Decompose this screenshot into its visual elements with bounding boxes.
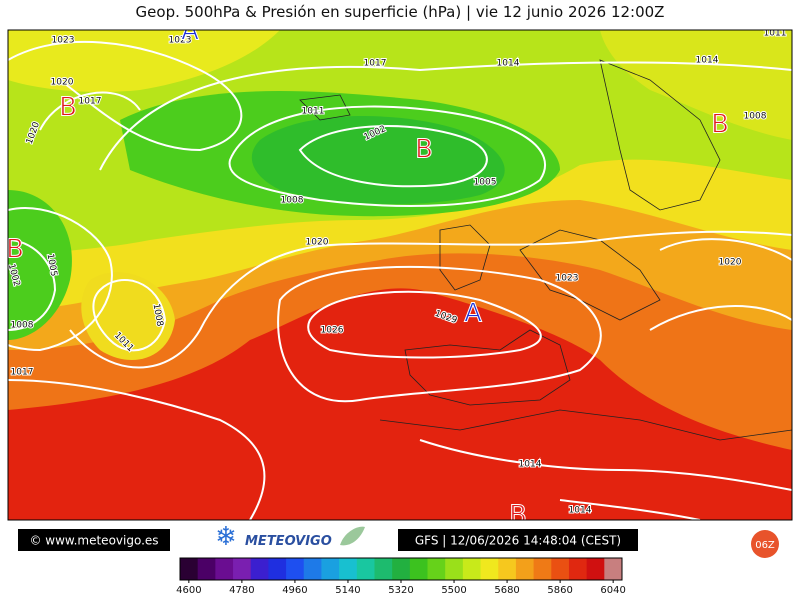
badge [751, 530, 779, 558]
isobar-label: 1017 [79, 97, 102, 107]
run-box [398, 529, 638, 551]
colorbar-swatch [604, 558, 623, 580]
high-center: A [181, 17, 199, 47]
isobar-label: 1023 [52, 36, 75, 46]
colorbar-swatch [250, 558, 269, 580]
logo-leaf [340, 526, 365, 546]
isobar-label: 1020 [51, 78, 74, 88]
title: Geop. 500hPa & Presión en superficie (hP… [136, 3, 665, 21]
colorbar-swatch [498, 558, 517, 580]
colorbar: 4600 4780 4960 5140 5320 5500 5680 5860 6040 [176, 557, 626, 596]
colorbar-swatch [427, 558, 446, 580]
isobar-label: 1020 [719, 258, 742, 268]
colorbar-swatch [409, 558, 429, 580]
colorbar-swatch [286, 558, 305, 580]
website-box [18, 529, 170, 551]
colorbar-tick-label: 5860 [547, 585, 572, 596]
colorbar-swatch [568, 558, 588, 580]
colorbar-tick-label: 5500 [441, 585, 466, 596]
colorbar-swatch [215, 558, 234, 580]
colorbar-swatch [197, 558, 216, 580]
logo-icon: ❄ [215, 522, 237, 552]
colorbar-tick-label: 4600 [176, 585, 201, 596]
isobar-label: 1008 [744, 112, 767, 122]
colorbar-swatch [533, 558, 552, 580]
colorbar-swatch [515, 558, 535, 580]
isobar-label: 1014 [569, 506, 592, 516]
high-center: A [464, 299, 482, 329]
colorbar-tick-label: 5680 [494, 585, 519, 596]
brand: METEOVIGO [245, 534, 332, 549]
badge-label: 06Z [755, 540, 775, 551]
colorbar-swatch [551, 558, 570, 580]
colorbar-tick-label: 4960 [282, 585, 307, 596]
colorbar-swatch [392, 558, 411, 580]
colorbar-swatch [586, 558, 605, 580]
isobar-label: 1023 [556, 274, 579, 284]
colorbar-swatch [374, 558, 393, 580]
isobar-label: 1026 [321, 326, 344, 336]
colorbar-swatch [180, 558, 199, 580]
colorbar-swatch [268, 558, 287, 580]
isobar-label: 1008 [11, 321, 34, 331]
colorbar-swatch [233, 558, 252, 580]
isobar-label: 1017 [11, 368, 34, 378]
isobar-label: 1017 [364, 59, 387, 69]
colorbar-swatch [321, 558, 340, 580]
colorbar-tick-label: 6040 [600, 585, 625, 596]
low-center: B [711, 110, 729, 140]
isobar-label: 1014 [519, 460, 542, 470]
isobar-label: 1014 [497, 59, 520, 69]
low-center: B [59, 93, 77, 123]
colorbar-swatch [480, 558, 499, 580]
isobar-label: 1023 [169, 36, 192, 46]
low-center: B [509, 501, 527, 531]
isobar-label: 1020 [306, 238, 329, 248]
low-center: B [415, 135, 433, 165]
isobar-label: 1011 [764, 29, 787, 39]
website: © www.meteovigo.es [29, 534, 158, 548]
colorbar-tick-label: 5320 [388, 585, 413, 596]
low-center: B [6, 235, 24, 265]
colorbar-tick-label: 4780 [229, 585, 254, 596]
map-frame [7, 29, 793, 521]
colorbar-swatch [462, 558, 482, 580]
colorbar-swatch [356, 558, 375, 580]
isobar-label: 1014 [696, 56, 719, 66]
map: 1023 1023 1020 1017 1020 1017 1014 1014 … [6, 17, 792, 531]
isobar-label: 1008 [281, 196, 304, 206]
colorbar-tick-label: 5140 [335, 585, 360, 596]
run-info: GFS | 12/06/2026 14:48:04 (CEST) [415, 534, 621, 548]
isobar-label: 1011 [302, 107, 325, 117]
colorbar-swatch [303, 558, 322, 580]
colorbar-swatch [445, 558, 464, 580]
colorbar-swatch [339, 558, 358, 580]
isobar-label: 1005 [474, 178, 497, 188]
